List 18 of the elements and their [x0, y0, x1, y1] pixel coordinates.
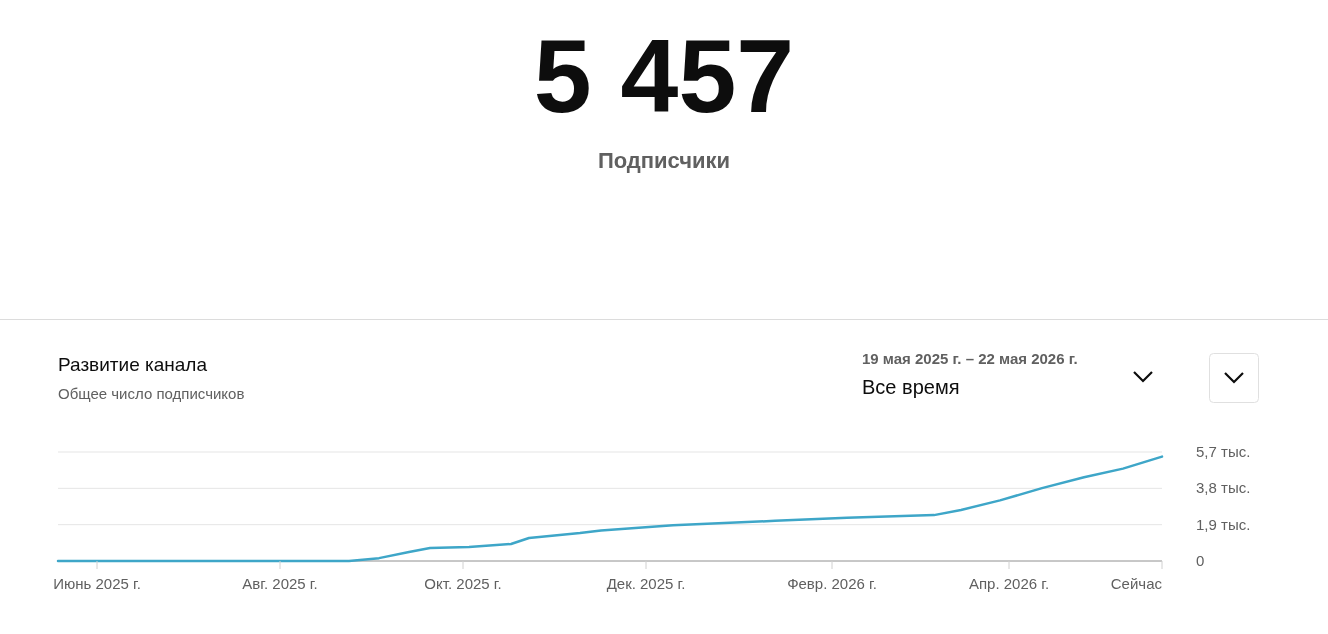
- y-tick-label: 3,8 тыс.: [1196, 479, 1251, 497]
- y-tick-label: 1,9 тыс.: [1196, 515, 1251, 533]
- text: 5 457: [533, 18, 795, 134]
- x-tick-label: Дек. 2025 г.: [606, 575, 686, 592]
- chart-title: Развитие канала: [58, 354, 208, 375]
- x-tick-label: Окт. 2025 г.: [424, 575, 502, 592]
- x-tick-label: Авг. 2025 г.: [242, 575, 318, 592]
- x-tick-label: Сейчас: [1110, 575, 1163, 592]
- x-tick-label: Февр. 2026 г.: [787, 575, 877, 592]
- chart-subtitle: Общее число подписчиков: [58, 385, 245, 402]
- text: Все время: [862, 376, 960, 398]
- x-tick-label: Июнь 2025 г.: [53, 575, 141, 592]
- y-tick-label: 5,7 тыс.: [1196, 443, 1251, 460]
- line-series: [56, 455, 1164, 563]
- text: 19 мая 2025 г. – 22 мая 2026 г.: [862, 350, 1078, 367]
- y-tick-label: 0: [1196, 552, 1205, 569]
- x-tick-label: Апр. 2026 г.: [968, 575, 1050, 592]
- text: Подписчики: [597, 148, 731, 173]
